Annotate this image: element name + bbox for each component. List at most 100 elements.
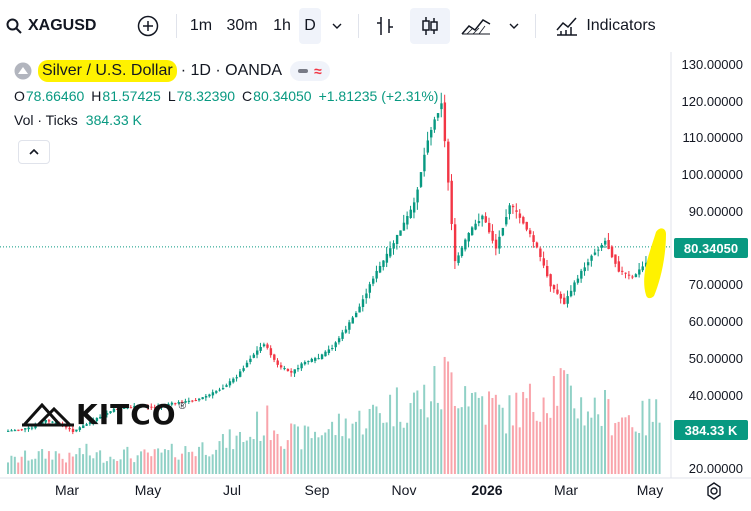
volume-bar (436, 402, 439, 474)
volume-bar (600, 425, 603, 474)
time-tick: Mar (553, 482, 579, 498)
volume-bar (576, 418, 579, 474)
timeframe-d-label: D (304, 17, 316, 34)
volume-bar (30, 459, 33, 474)
candle-body (30, 427, 34, 429)
candle-body (13, 430, 17, 432)
volume-bar (583, 425, 586, 474)
candles-style-button[interactable] (410, 8, 450, 44)
volume-bar (467, 406, 470, 474)
candle-body (464, 239, 467, 250)
candle-body (488, 222, 491, 233)
candle-body (160, 405, 163, 407)
candle-body (184, 401, 187, 403)
candle-body (491, 230, 494, 241)
volume-bar (232, 449, 235, 474)
high-value: 81.57425 (102, 88, 161, 104)
volume-bar (242, 441, 245, 474)
candle-body (351, 317, 354, 324)
volume-bar (92, 458, 95, 474)
candle-body (105, 413, 109, 415)
volume-bar (170, 443, 173, 474)
volume-bar (303, 425, 306, 474)
volume-bar (348, 438, 351, 474)
volume-bar (638, 432, 641, 474)
volume-bar (201, 442, 204, 474)
timeframe-1m[interactable]: 1m (186, 8, 216, 44)
candle-body (133, 405, 136, 408)
price-tick: 50.00000 (688, 351, 743, 366)
candle-body (566, 296, 569, 304)
timeframe-d[interactable]: D (299, 8, 321, 44)
indicators-button[interactable]: Indicators (548, 8, 664, 44)
timeframe-1h-label: 1h (273, 17, 291, 34)
volume-bar (535, 420, 538, 474)
chevron-up-icon (29, 149, 39, 155)
volume-bar (634, 431, 637, 474)
volume-bar (563, 370, 566, 474)
volume-bar (464, 386, 467, 474)
timeframe-30m[interactable]: 30m (222, 8, 262, 44)
collapse-legend-button[interactable] (18, 140, 50, 164)
candle-body (187, 400, 191, 402)
volume-bar (37, 451, 40, 474)
registered-mark: ® (178, 401, 186, 412)
volume-bar (174, 457, 177, 474)
volume-bar (382, 422, 385, 474)
volume-bar (228, 429, 231, 474)
volume-bar (283, 448, 286, 474)
candle-body (245, 362, 249, 368)
volume-bar (238, 431, 241, 474)
bar-style-button[interactable] (368, 8, 402, 44)
volume-bar (481, 396, 484, 474)
candle-body (119, 408, 122, 410)
volume-bar (372, 404, 375, 474)
candle-body (409, 209, 412, 218)
candle-body (583, 267, 586, 272)
candle-body (580, 270, 583, 279)
volume-bar (586, 411, 589, 474)
candle-body (167, 403, 170, 405)
volume-bar (590, 417, 593, 474)
candle-body (215, 391, 218, 393)
volume-bar (450, 372, 453, 474)
symbol-title[interactable]: Silver / U.S. Dollar (38, 60, 177, 82)
volume-bar (116, 460, 119, 474)
candle-body (249, 358, 252, 362)
volume-bar (655, 399, 658, 474)
price-tick: 20.00000 (688, 461, 743, 476)
time-tick: May (636, 482, 664, 498)
candle-body (423, 154, 426, 172)
volume-bar (153, 449, 156, 474)
volume-bar (20, 456, 23, 474)
volume-bar (368, 408, 371, 474)
volume-bar (341, 436, 344, 474)
candle-body (112, 408, 116, 412)
candle-body (573, 282, 576, 292)
candle-body (235, 377, 238, 379)
candle-body (157, 406, 160, 408)
compare-symbol-button[interactable] (134, 8, 162, 44)
symbol-search-button[interactable]: XAGUSD (6, 8, 96, 44)
candle-body (314, 358, 317, 361)
candle-body (382, 260, 385, 267)
area-style-button[interactable] (456, 8, 496, 44)
volume-bar (406, 422, 409, 474)
volume-bar (412, 392, 415, 474)
volume-bar (320, 435, 323, 474)
price-candles (7, 92, 661, 435)
minus-icon (298, 69, 309, 73)
chart-settings-button[interactable] (705, 482, 723, 505)
timeframe-dropdown[interactable] (326, 8, 348, 44)
chart-style-dropdown[interactable] (503, 8, 525, 44)
volume-bar (334, 435, 337, 474)
volume-bar (221, 434, 224, 474)
volume-bar (296, 426, 299, 474)
volume-bar (648, 398, 651, 474)
candle-body (406, 215, 409, 225)
timeframe-1h[interactable]: 1h (268, 8, 296, 44)
legend-toggle-pill[interactable]: ≈ (290, 61, 330, 81)
candle-body (324, 351, 327, 357)
price-chart[interactable] (0, 52, 751, 511)
candles-icon (422, 17, 438, 35)
